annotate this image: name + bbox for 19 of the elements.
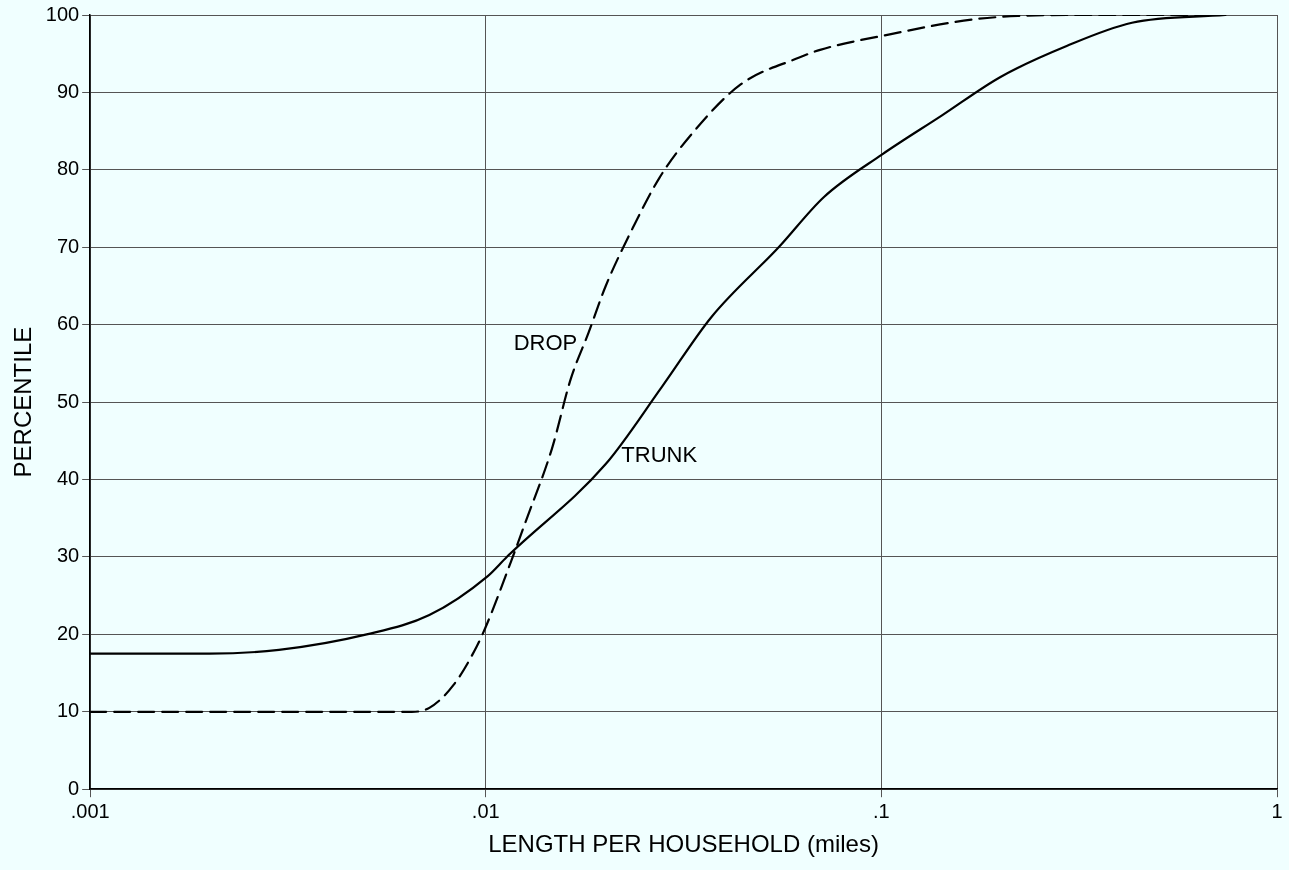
y-tick-label: 10 <box>56 699 80 722</box>
y-tick-label: 30 <box>56 544 80 567</box>
y-tick-label: 40 <box>56 467 80 490</box>
y-tick-label: 70 <box>56 234 80 257</box>
y-tick-label: 20 <box>56 621 80 644</box>
y-tick-label: 80 <box>56 157 80 180</box>
x-tick-label: .001 <box>70 799 110 822</box>
x-axis-title: LENGTH PER HOUSEHOLD (miles) <box>488 830 879 858</box>
x-tick-label: .1 <box>873 799 890 822</box>
y-tick-label: 60 <box>56 312 80 335</box>
y-tick-label: 50 <box>56 389 80 412</box>
y-tick-label: 0 <box>68 776 80 799</box>
x-tick-label: 1 <box>1271 799 1283 822</box>
series-label: TRUNK <box>621 442 698 468</box>
y-axis-title: PERCENTILE <box>9 326 37 478</box>
y-tick-label: 90 <box>56 79 80 102</box>
x-tick-label: .01 <box>471 799 500 822</box>
y-tick-label: 100 <box>45 2 80 25</box>
series-label: DROP <box>513 330 578 356</box>
